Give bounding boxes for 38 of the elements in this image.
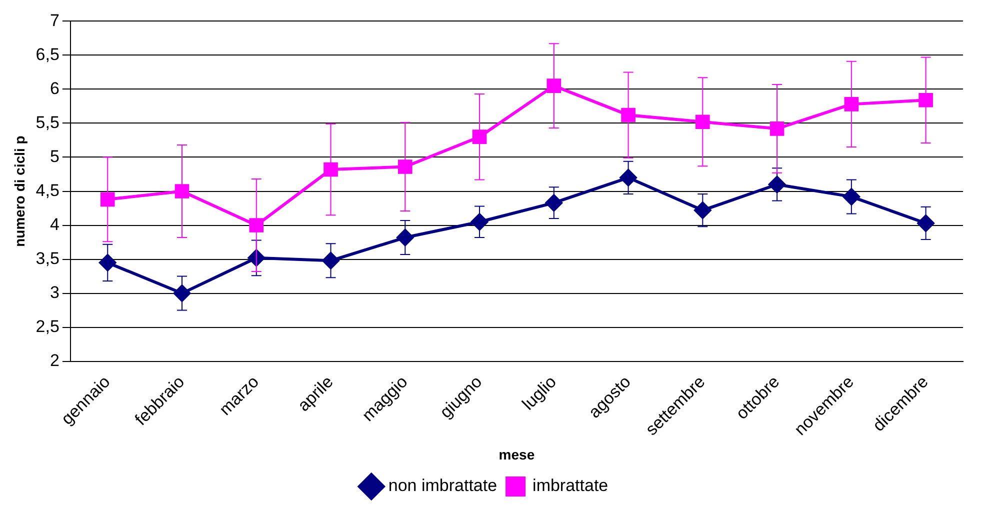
point (917, 214, 934, 232)
point (844, 97, 859, 112)
y-tick-label: 2 (50, 351, 60, 370)
y-tick-label: 5 (50, 146, 60, 166)
y-tick-label: 6,5 (36, 44, 60, 64)
point (396, 229, 414, 246)
point (324, 162, 338, 177)
x-axis-title: mese (498, 446, 535, 462)
point (174, 184, 190, 198)
point (471, 213, 488, 230)
point (768, 176, 786, 193)
point (621, 108, 636, 122)
y-tick-label: 3 (50, 282, 60, 302)
point (322, 252, 340, 270)
point (696, 114, 710, 130)
point (770, 122, 784, 136)
legend-label: non imbrattate (388, 476, 498, 496)
point (472, 130, 487, 144)
y-tick-label: 4,5 (36, 180, 60, 200)
y-tick-label: 2,5 (36, 316, 60, 336)
point (842, 188, 860, 206)
point (620, 169, 637, 186)
y-axis-title: numero di cicli p (11, 136, 28, 247)
y-tick-label: 4 (50, 214, 60, 234)
point (918, 92, 933, 108)
y-tick-label: 7 (50, 10, 60, 30)
point (694, 202, 712, 219)
y-tick-label: 6 (50, 78, 60, 98)
point (545, 194, 562, 212)
point (249, 218, 264, 232)
point (174, 284, 191, 302)
point (546, 78, 562, 93)
point (99, 254, 116, 272)
point (398, 160, 412, 174)
legend-label: imbrattate (532, 476, 608, 496)
y-tick-label: 3,5 (36, 248, 60, 268)
point (100, 192, 115, 207)
y-tick-label: 5,5 (36, 112, 60, 132)
